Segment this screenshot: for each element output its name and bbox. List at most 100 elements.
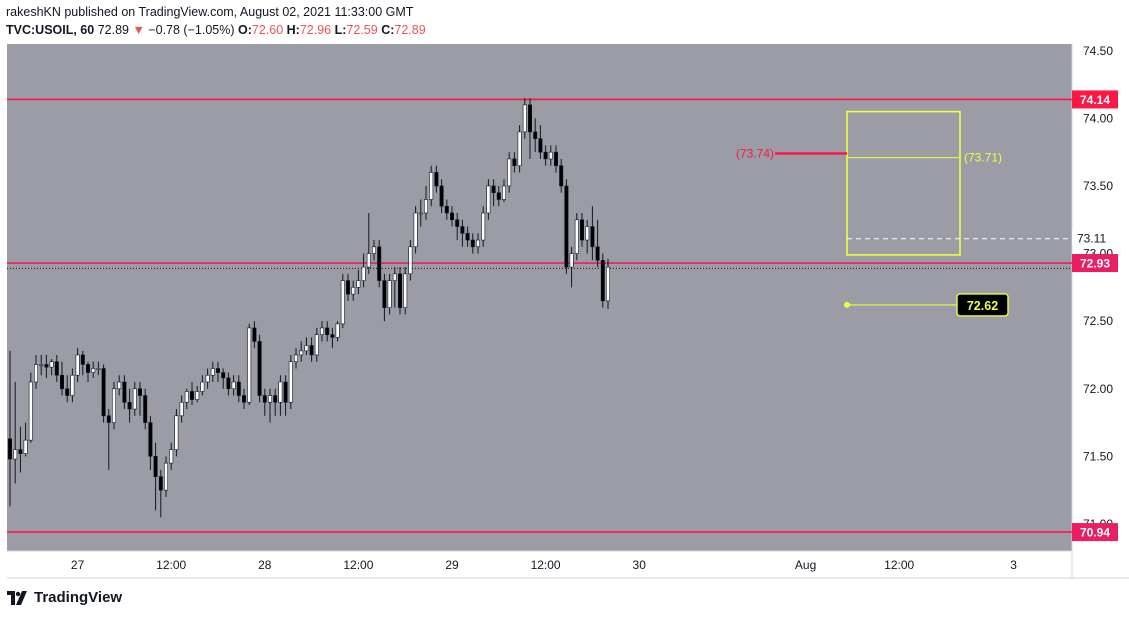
candle [335, 323, 340, 338]
candle [408, 246, 413, 275]
y-tick-label: 74.00 [1083, 111, 1113, 125]
candle [132, 388, 137, 410]
candle [267, 395, 272, 403]
candle [444, 205, 449, 214]
candle [195, 391, 200, 400]
candle [33, 364, 38, 383]
red-level-label: (73.74) [736, 147, 774, 161]
candle [309, 345, 314, 356]
x-tick-label: 30 [633, 558, 647, 572]
candle [413, 212, 418, 248]
candle [262, 395, 267, 403]
candle [299, 350, 304, 356]
candle [543, 151, 548, 160]
candle [174, 415, 179, 450]
candle [486, 185, 491, 214]
x-tick-label: 12:00 [156, 558, 186, 572]
candle [366, 253, 371, 268]
candle [377, 246, 382, 281]
candle [397, 273, 402, 308]
candle [8, 438, 13, 460]
candle [423, 199, 428, 214]
candle [200, 381, 205, 392]
candle [288, 361, 293, 403]
candle [210, 368, 215, 376]
candle [403, 273, 408, 308]
plot-area[interactable] [7, 44, 1072, 551]
candle [153, 456, 158, 477]
candle [273, 395, 278, 403]
close-label: C: [381, 23, 395, 37]
candle [283, 381, 288, 403]
axis-price-tag-label: 70.94 [1080, 526, 1110, 540]
candle [496, 192, 501, 200]
candle [429, 172, 434, 200]
candle [101, 368, 106, 417]
candle [579, 219, 584, 241]
candle [356, 280, 361, 288]
candle [319, 327, 324, 335]
candle [96, 368, 101, 370]
open-value: 72.60 [251, 23, 284, 37]
candle [330, 334, 335, 338]
candle [59, 374, 64, 390]
ohlc-line: TVC:USOIL, 60 72.89 ▼ −0.78 (−1.05%) O:7… [6, 23, 426, 37]
candle [91, 368, 96, 373]
candle [392, 273, 397, 281]
y-tick-label: 74.50 [1083, 44, 1113, 58]
symbol-label: TVC:USOIL, 60 [6, 23, 95, 37]
down-arrow-icon: ▼ [132, 23, 145, 37]
price-change: −0.78 (−1.05%) [148, 23, 235, 37]
axis-price-tag [1072, 523, 1118, 542]
candle [512, 158, 517, 166]
candle [122, 381, 127, 403]
candle [361, 266, 366, 281]
last-price: 72.89 [97, 23, 129, 37]
candle [164, 462, 169, 491]
candle [371, 246, 376, 254]
tradingview-logo-icon [7, 590, 27, 605]
candle [553, 151, 558, 166]
candle [304, 345, 309, 352]
y-tick-label: 72.50 [1083, 314, 1113, 328]
candle [247, 327, 252, 403]
close-value: 72.89 [394, 23, 426, 37]
candle [23, 439, 28, 454]
candle [190, 391, 195, 400]
projection-box[interactable] [846, 110, 961, 256]
footer-brand: TradingView [7, 589, 122, 606]
open-label: O: [237, 23, 252, 37]
candle [600, 260, 605, 302]
candle [507, 158, 512, 187]
candle [70, 374, 75, 396]
low-value: 72.59 [346, 23, 378, 37]
candle [548, 151, 553, 160]
projection-mid-label: (73.71) [964, 151, 1002, 165]
candle [252, 327, 257, 342]
candle [39, 364, 44, 366]
candle [491, 185, 496, 194]
candle [75, 354, 80, 376]
candle [80, 354, 85, 365]
x-tick-label: 28 [258, 558, 272, 572]
candle [517, 131, 522, 166]
candle [242, 395, 247, 403]
candle [231, 381, 236, 390]
publish-info: rakeshKN published on TradingView.com, A… [6, 5, 413, 19]
price-marker-label: 72.62 [967, 299, 998, 313]
low-label: L: [334, 23, 347, 37]
candle [205, 374, 210, 383]
x-tick-label: Aug [795, 558, 816, 572]
x-tick-label: 27 [71, 558, 85, 572]
candle [590, 226, 595, 248]
candle [65, 388, 70, 396]
candle [13, 449, 18, 460]
candle [54, 361, 59, 376]
candle [382, 280, 387, 308]
candle [418, 212, 423, 215]
axis-price-tag [1072, 90, 1118, 109]
candle [595, 246, 600, 261]
candle [585, 226, 590, 241]
candle [533, 131, 538, 139]
